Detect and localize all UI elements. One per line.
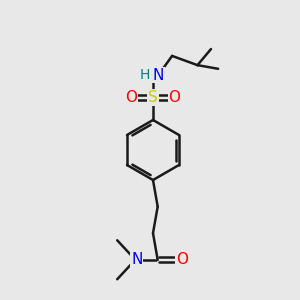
Text: O: O bbox=[169, 90, 181, 105]
Text: S: S bbox=[148, 90, 158, 105]
Text: N: N bbox=[131, 252, 142, 267]
Text: N: N bbox=[153, 68, 164, 82]
Text: O: O bbox=[125, 90, 137, 105]
Text: O: O bbox=[176, 252, 188, 267]
Text: H: H bbox=[140, 68, 150, 82]
